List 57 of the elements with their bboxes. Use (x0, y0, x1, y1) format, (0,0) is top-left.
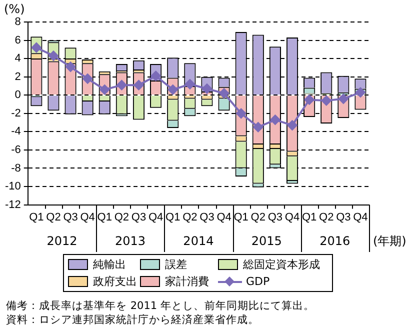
y-tick-label: 0 (14, 89, 21, 102)
y-axis-title: (%) (4, 2, 25, 16)
y-tick-label: -10 (4, 180, 21, 193)
y-tick-label: -8 (11, 162, 21, 174)
x-tick-label: Q4 (353, 211, 368, 224)
legend-label: GDP (246, 275, 270, 288)
point (355, 87, 366, 98)
y-tick-label: -2 (11, 107, 21, 120)
y-tick-label: -4 (11, 126, 21, 138)
x-tick-label: Q3 (131, 211, 146, 224)
legend-label: 家計消費 (165, 274, 209, 289)
point (253, 122, 264, 132)
x-tick-label: Q1 (302, 211, 317, 224)
point (184, 79, 195, 90)
x-tick-label: Q4 (216, 211, 232, 224)
text: 2016 (320, 234, 350, 248)
x-tick-label: Q1 (166, 211, 180, 224)
legend-label: 総固定資本形成 (243, 257, 320, 272)
point (270, 114, 280, 125)
point (304, 94, 314, 105)
text: 2013 (114, 234, 146, 248)
y-tick-label: 8 (14, 16, 21, 28)
text: 2012 (46, 234, 78, 248)
text: 2015 (251, 234, 282, 248)
x-tick-label: Q3 (200, 211, 214, 224)
x-tick-label: Q1 (29, 211, 44, 224)
x-tick-label: Q3 (336, 211, 351, 224)
legend-label: 政府支出 (93, 274, 137, 289)
x-tick-label: Q2 (182, 211, 198, 224)
x-tick-label: Q3 (63, 211, 78, 224)
y-tick-label: 2 (14, 70, 21, 83)
x-tick-label: Q1 (97, 211, 112, 224)
x-tick-label: Q2 (114, 211, 130, 224)
x-tick-label: Q3 (268, 211, 283, 224)
y-tick-label: -12 (4, 198, 21, 211)
point (219, 88, 230, 98)
y-tick-label: 6 (14, 34, 21, 46)
x-tick-label: Q4 (148, 211, 164, 224)
legend-label: 誤差 (165, 257, 187, 272)
point (321, 96, 332, 106)
point (338, 94, 348, 104)
x-tick-label: Q2 (319, 211, 334, 224)
point (287, 120, 298, 130)
y-tick-label: 4 (14, 52, 21, 65)
text: 資料：ロシア連邦国家統計庁から経済産業省作成。 (6, 313, 260, 327)
x-tick-label: Q2 (250, 211, 266, 224)
x-tick-label: Q4 (284, 211, 300, 224)
x-tick-label: Q4 (80, 211, 95, 224)
x-tick-label: Q2 (46, 211, 61, 224)
x-tick-label: Q1 (234, 211, 248, 224)
legend-label: 純輸出 (93, 257, 126, 272)
y-tick-label: -6 (11, 144, 21, 156)
point (66, 62, 76, 72)
point (48, 50, 58, 61)
text: 備考：成長率は基準年を 2011 年とし、前年同期比にて算出。 (6, 299, 314, 313)
x-axis-title: (年期) (373, 234, 406, 248)
text: 2014 (183, 234, 214, 248)
